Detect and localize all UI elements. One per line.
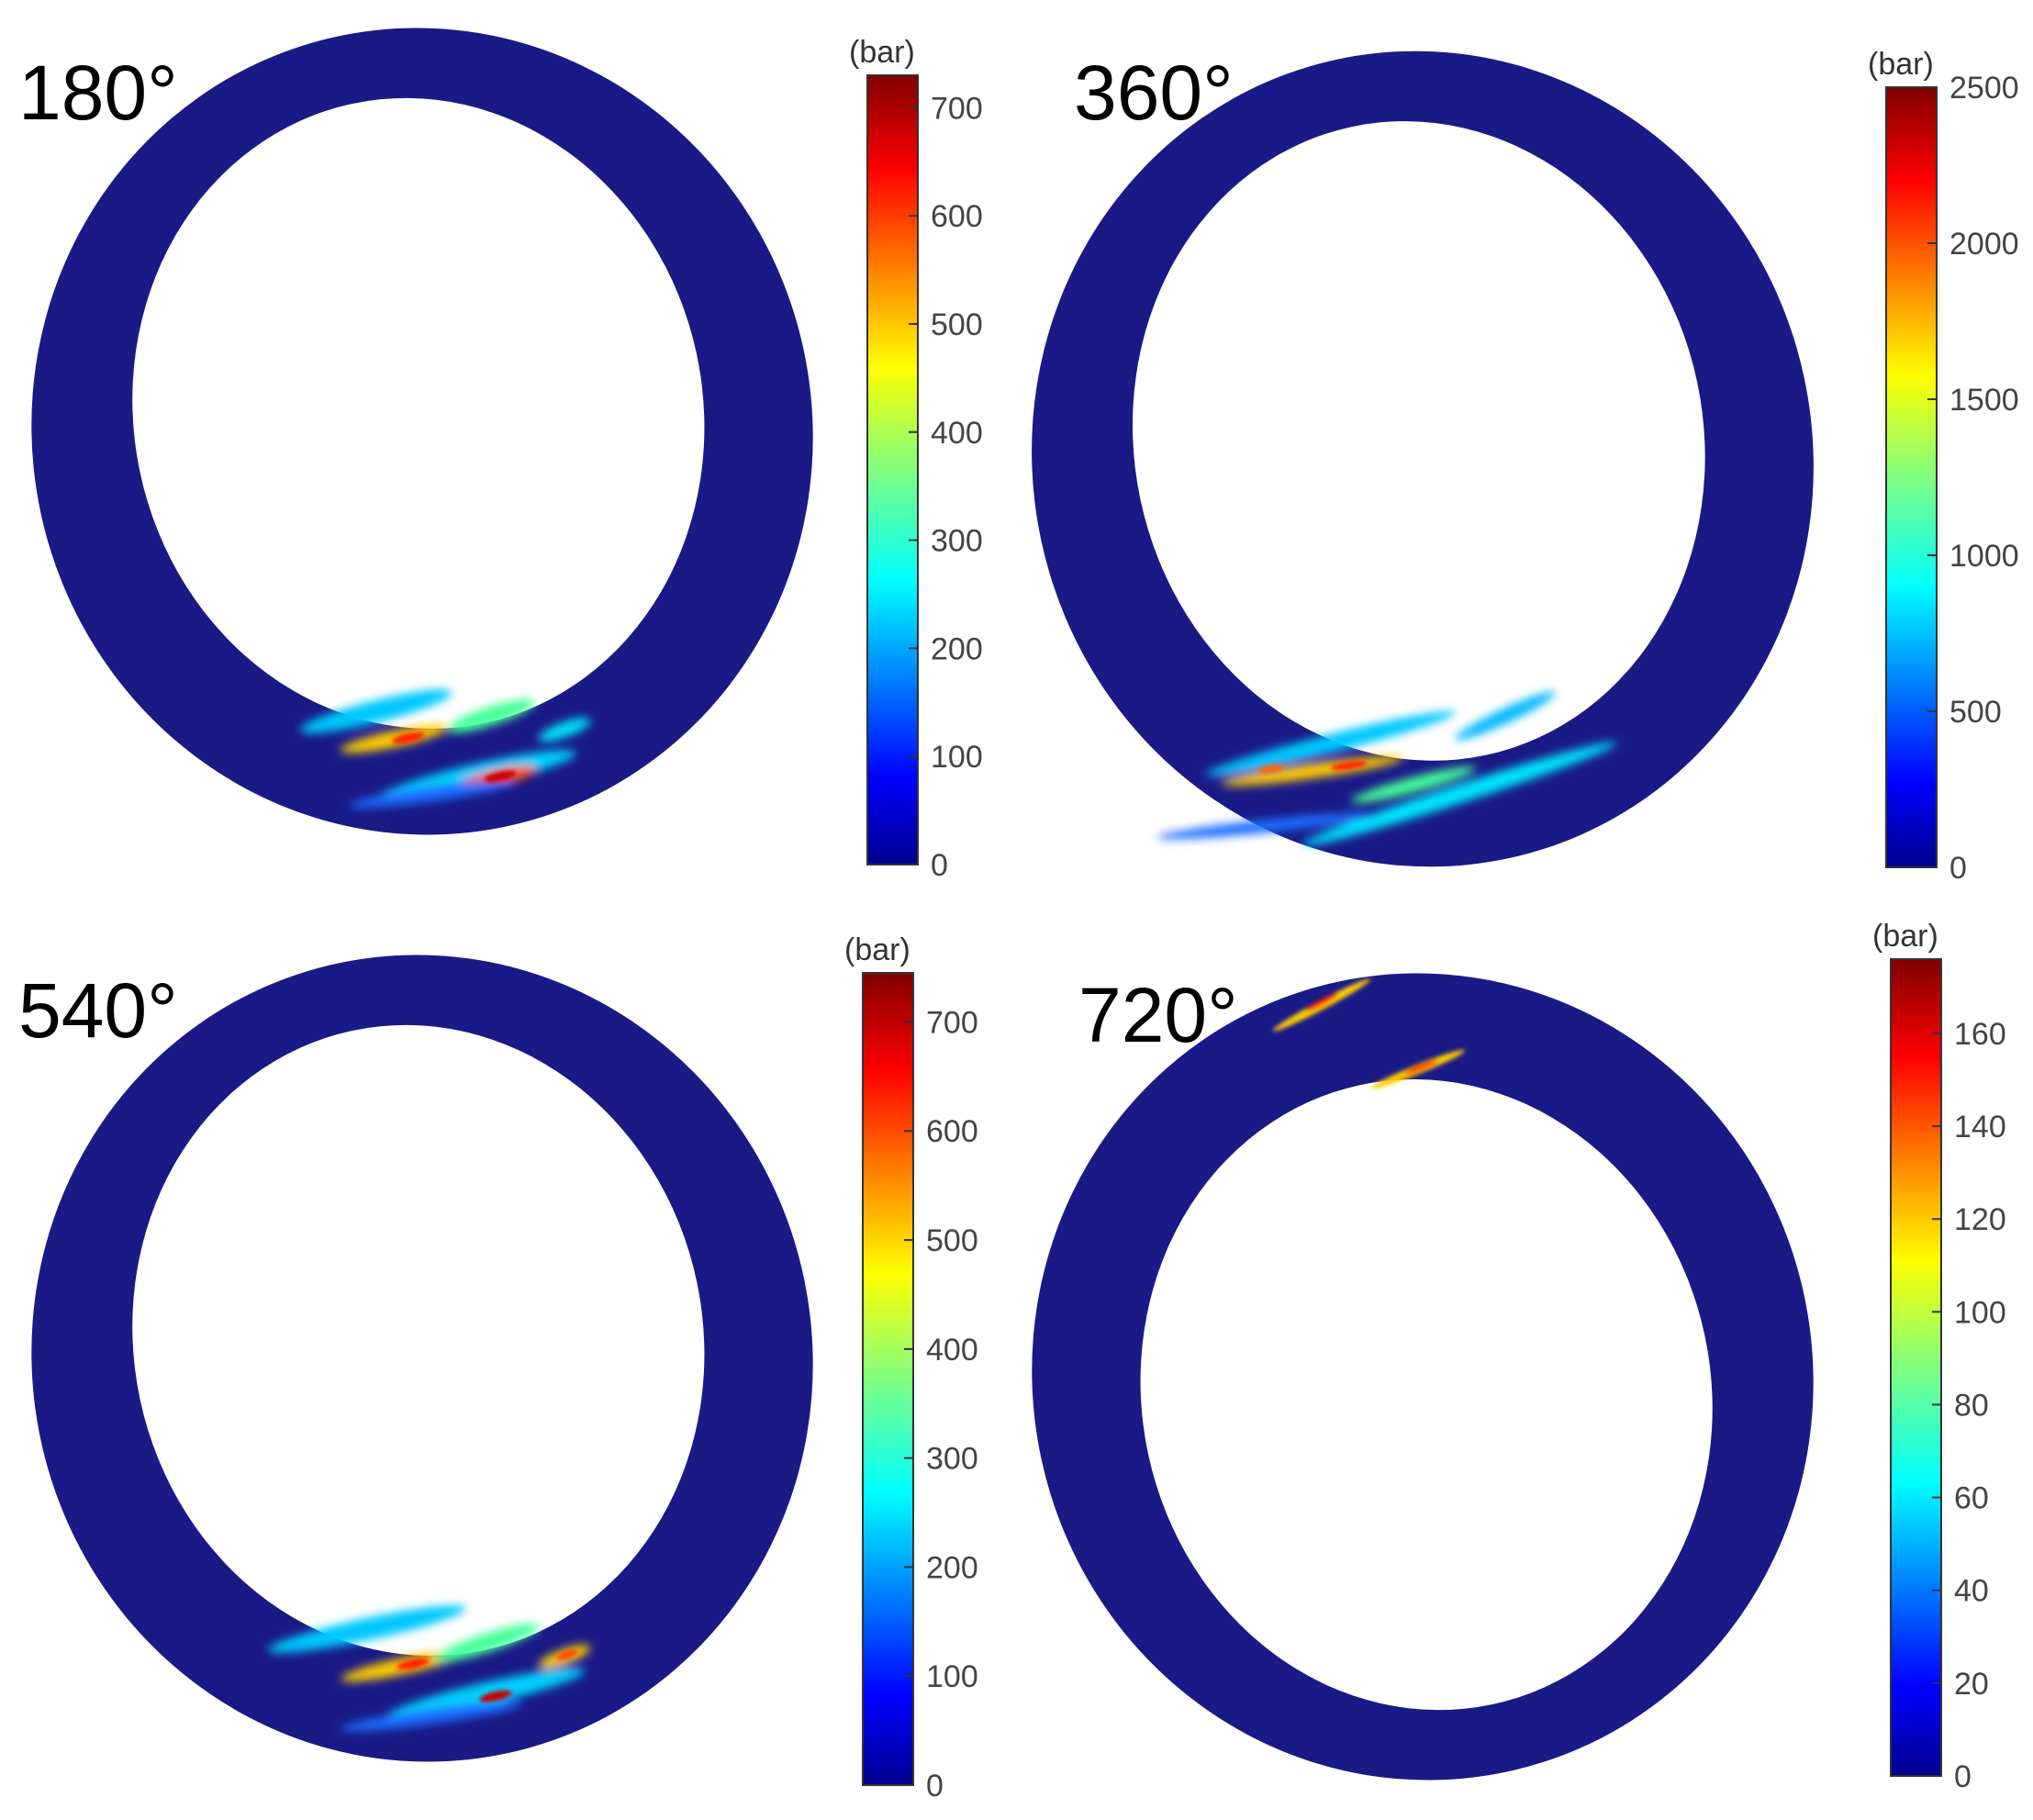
colorbar-tick-label: 300	[931, 524, 983, 559]
angle-label: 720°	[1078, 972, 1238, 1058]
bearing-ring	[1032, 973, 1814, 1781]
colorbar-tick-label: 2500	[1949, 71, 2019, 106]
colorbar-tick-label: 500	[931, 307, 983, 342]
colorbar-tick-label: 100	[1954, 1295, 2006, 1330]
colorbar-tick-label: 0	[1954, 1759, 1972, 1794]
colorbar-gradient	[866, 74, 919, 865]
colorbar-tick-label: 700	[931, 91, 983, 126]
colorbar-tick-label: 400	[926, 1333, 978, 1368]
colorbar: (bar) 0 100 200 300 400 500 600 700	[844, 932, 978, 1803]
colorbar-tick-label: 100	[926, 1659, 978, 1694]
colorbar-tick-label: 300	[926, 1442, 978, 1477]
colorbar-tick-label: 100	[931, 740, 983, 775]
colorbar-unit: (bar)	[844, 932, 910, 967]
colorbar-unit: (bar)	[1868, 47, 1934, 82]
pressure-hotspots	[1272, 978, 1466, 1089]
colorbar-tick-label: 160	[1954, 1017, 2006, 1052]
colorbar: (bar) 0 20 40 60 80 100 120 140 160	[1872, 919, 2006, 1794]
panel-180: 180°	[18, 28, 813, 835]
panel-360: 360°	[1032, 50, 1814, 867]
colorbar-gradient	[1890, 958, 1942, 1777]
colorbar-tick-label: 80	[1954, 1388, 1989, 1423]
colorbar-tick-label: 500	[1949, 695, 2002, 730]
colorbar-tick-label: 500	[926, 1223, 978, 1258]
colorbar-tick-label: 200	[926, 1550, 978, 1585]
colorbar-tick-label: 400	[931, 416, 983, 451]
angle-label: 180°	[18, 50, 178, 136]
colorbar-gradient	[1885, 86, 1938, 868]
colorbar-tick-label: 2000	[1949, 227, 2019, 262]
colorbar-tick-label: 1000	[1949, 539, 2019, 574]
colorbar-tick-label: 600	[926, 1114, 978, 1149]
colorbar-tick-label: 120	[1954, 1202, 2006, 1237]
colorbar-tick-label: 200	[931, 631, 983, 666]
colorbar-tick-label: 1500	[1949, 383, 2019, 418]
panel-720: 720°	[1032, 972, 1814, 1781]
colorbar-tick-label: 20	[1954, 1667, 1989, 1702]
colorbar-tick-label: 700	[926, 1005, 978, 1040]
colorbar-tick-label: 60	[1954, 1481, 1989, 1516]
colorbar-tick-label: 0	[926, 1769, 944, 1803]
angle-label: 540°	[18, 967, 178, 1054]
pressure-hotspots	[1156, 691, 1617, 846]
colorbar: (bar) 0 500 1000 1500 2000 2500	[1868, 47, 2019, 886]
colorbar: (bar) 0 100 200 300 400 500 600 700	[849, 35, 983, 883]
colorbar-tick-label: 40	[1954, 1574, 1989, 1609]
colorbar-tick-label: 140	[1954, 1110, 2006, 1144]
angle-label: 360°	[1074, 50, 1234, 136]
colorbar-unit: (bar)	[849, 35, 915, 70]
colorbar-tick-label: 600	[931, 199, 983, 234]
bearing-ring	[31, 28, 813, 835]
panel-540: 540°	[18, 955, 813, 1762]
colorbar-tick-label: 0	[931, 848, 948, 883]
colorbar-unit: (bar)	[1872, 919, 1938, 954]
colorbar-gradient	[862, 972, 914, 1786]
colorbar-tick-label: 0	[1949, 851, 1967, 886]
colorbars: (bar)0100200300400500600700(bar)05001000…	[844, 35, 2019, 1803]
